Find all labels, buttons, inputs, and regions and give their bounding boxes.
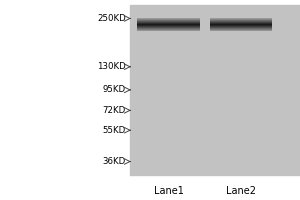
Text: 72KD: 72KD	[103, 106, 126, 115]
Text: 55KD: 55KD	[103, 126, 126, 135]
Text: 95KD: 95KD	[103, 85, 126, 94]
Bar	[130, 5, 300, 175]
Text: 130KD: 130KD	[97, 62, 126, 71]
Text: 36KD: 36KD	[103, 157, 126, 166]
Text: Lane1: Lane1	[154, 186, 183, 196]
Text: 250KD: 250KD	[97, 14, 126, 23]
Text: Lane2: Lane2	[226, 186, 256, 196]
